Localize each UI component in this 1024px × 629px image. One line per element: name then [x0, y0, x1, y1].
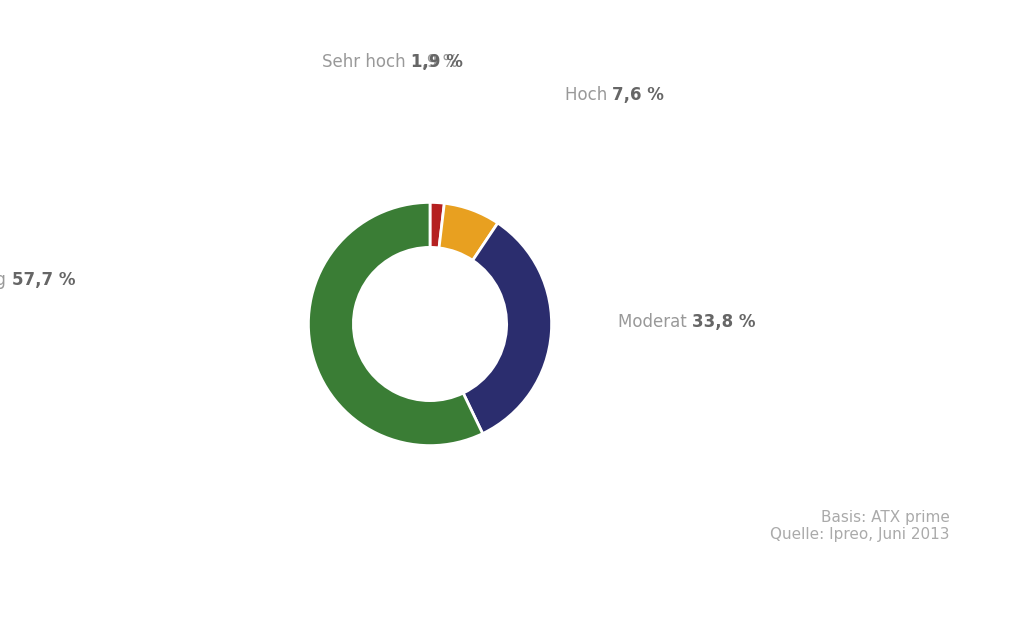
Text: Sehr hoch 1,9 %: Sehr hoch 1,9 %	[322, 53, 458, 71]
Text: Moderat: Moderat	[618, 313, 692, 331]
Text: 57,7 %: 57,7 %	[11, 271, 75, 289]
Text: Basis: ATX prime
Quelle: Ipreo, Juni 2013: Basis: ATX prime Quelle: Ipreo, Juni 201…	[770, 510, 950, 542]
Text: 7,6 %: 7,6 %	[612, 86, 665, 104]
Text: Hoch: Hoch	[565, 86, 612, 104]
Text: Niedrig: Niedrig	[0, 271, 11, 289]
Wedge shape	[308, 203, 482, 445]
Wedge shape	[463, 223, 552, 433]
Wedge shape	[430, 203, 444, 248]
Text: 33,8 %: 33,8 %	[692, 313, 756, 331]
Wedge shape	[439, 203, 498, 260]
Text: 1,9 %: 1,9 %	[411, 53, 463, 71]
